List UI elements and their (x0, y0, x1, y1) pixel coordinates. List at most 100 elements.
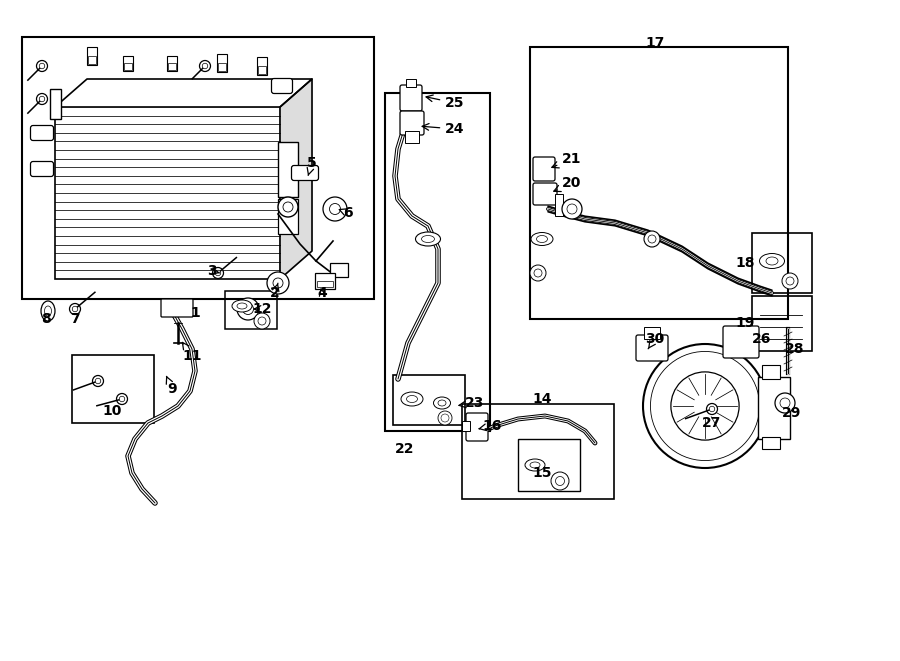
Bar (393, 375, 465, 425)
Bar (258, 66, 266, 74)
FancyBboxPatch shape (466, 413, 488, 441)
Circle shape (72, 306, 77, 312)
Circle shape (644, 231, 660, 247)
Circle shape (323, 197, 347, 221)
FancyBboxPatch shape (272, 79, 292, 93)
Bar (462, 404, 614, 499)
Ellipse shape (530, 462, 540, 468)
Bar (168, 63, 176, 69)
Circle shape (555, 477, 564, 485)
Circle shape (709, 407, 715, 412)
FancyBboxPatch shape (400, 85, 422, 111)
Circle shape (119, 396, 125, 402)
FancyBboxPatch shape (292, 165, 319, 180)
Text: 18: 18 (735, 256, 755, 270)
Ellipse shape (41, 301, 55, 321)
Text: 4: 4 (317, 286, 327, 300)
Circle shape (278, 197, 298, 217)
Text: 17: 17 (645, 36, 665, 50)
Text: 29: 29 (782, 406, 802, 420)
Circle shape (530, 265, 546, 281)
Bar (385, 93, 490, 431)
Text: 26: 26 (752, 332, 771, 346)
Polygon shape (55, 79, 312, 107)
Bar (278, 199, 298, 234)
Text: 27: 27 (702, 416, 722, 430)
Ellipse shape (407, 395, 418, 403)
Bar (225, 291, 277, 329)
Polygon shape (280, 79, 312, 279)
Circle shape (706, 403, 717, 414)
Bar (278, 142, 298, 197)
Ellipse shape (416, 232, 440, 246)
Text: 1: 1 (190, 306, 200, 320)
Bar (217, 54, 227, 72)
Circle shape (237, 298, 259, 320)
Circle shape (258, 317, 266, 325)
Circle shape (562, 199, 582, 219)
Circle shape (329, 204, 340, 215)
Circle shape (200, 61, 211, 71)
Bar (462, 421, 470, 431)
Text: 28: 28 (785, 342, 805, 356)
Bar (518, 439, 580, 491)
Bar (124, 63, 132, 69)
Bar (762, 365, 780, 379)
Text: 23: 23 (459, 396, 485, 410)
Ellipse shape (531, 233, 553, 245)
Bar (123, 56, 133, 71)
Bar (405, 131, 419, 143)
Circle shape (775, 393, 795, 413)
Circle shape (670, 372, 739, 440)
Text: 19: 19 (735, 316, 755, 330)
Circle shape (254, 313, 270, 329)
Text: 20: 20 (554, 176, 581, 192)
Circle shape (37, 93, 48, 104)
Bar (317, 281, 333, 287)
Circle shape (93, 375, 104, 387)
Ellipse shape (232, 300, 252, 312)
Text: 6: 6 (339, 206, 353, 220)
Circle shape (267, 272, 289, 294)
Bar (758, 377, 790, 439)
Bar (218, 63, 226, 71)
Circle shape (212, 268, 223, 278)
Text: 15: 15 (532, 466, 552, 480)
Bar (167, 56, 177, 71)
Bar (72, 355, 154, 423)
Circle shape (40, 63, 45, 69)
Ellipse shape (766, 257, 778, 265)
Circle shape (40, 97, 45, 102)
Ellipse shape (434, 397, 451, 409)
FancyBboxPatch shape (723, 326, 759, 358)
Bar (22, 37, 374, 299)
Bar (406, 79, 416, 87)
Circle shape (786, 277, 794, 285)
Circle shape (643, 344, 767, 468)
Bar (257, 57, 267, 75)
Text: 25: 25 (426, 95, 464, 110)
Ellipse shape (760, 254, 785, 268)
FancyBboxPatch shape (533, 157, 555, 181)
Text: 8: 8 (41, 312, 51, 326)
Circle shape (648, 235, 656, 243)
Text: 3: 3 (207, 264, 220, 278)
Bar (87, 47, 97, 65)
Bar (330, 263, 348, 277)
Ellipse shape (44, 306, 51, 316)
Bar (88, 56, 96, 64)
Text: 22: 22 (395, 442, 415, 456)
Circle shape (242, 303, 254, 315)
Circle shape (551, 472, 569, 490)
Bar (752, 233, 812, 293)
Text: 7: 7 (70, 312, 80, 326)
Text: 9: 9 (166, 376, 176, 396)
Text: 14: 14 (532, 392, 552, 406)
Circle shape (782, 273, 798, 289)
Circle shape (215, 270, 220, 276)
Text: 21: 21 (552, 152, 581, 168)
Bar (555, 194, 563, 216)
Ellipse shape (237, 303, 247, 309)
FancyBboxPatch shape (161, 299, 193, 317)
Bar (762, 437, 780, 449)
